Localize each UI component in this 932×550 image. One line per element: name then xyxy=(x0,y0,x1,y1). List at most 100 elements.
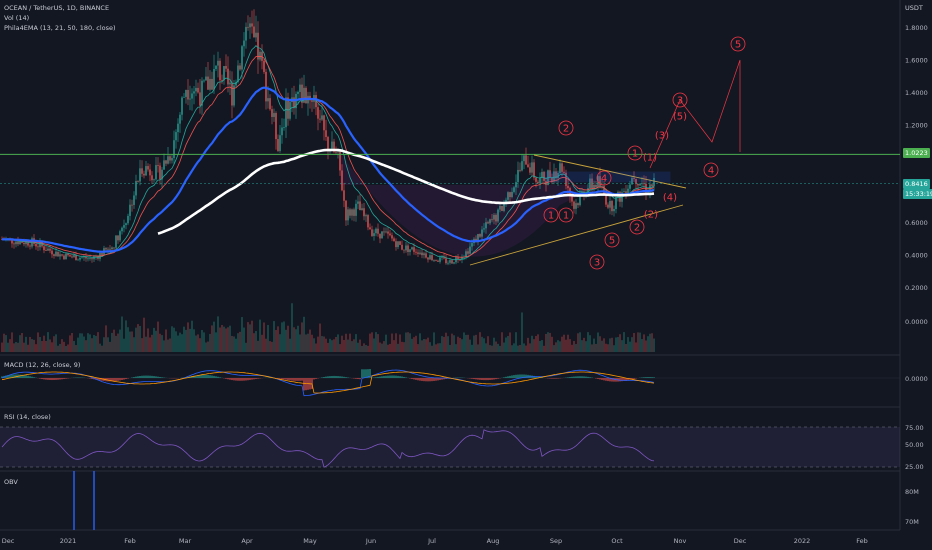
volume-bar xyxy=(409,333,411,352)
obv-scale-label: 80M xyxy=(905,488,919,496)
macd-histogram-bar xyxy=(303,378,305,391)
volume-bar xyxy=(77,337,79,352)
volume-bar xyxy=(247,322,249,352)
candle-body xyxy=(219,60,221,81)
macd-histogram-bar xyxy=(355,378,357,379)
macd-histogram-bar xyxy=(641,377,643,378)
macd-histogram-bar xyxy=(535,376,537,378)
candle-body xyxy=(181,97,183,115)
volume-bar xyxy=(353,339,355,352)
candle-body xyxy=(13,243,15,245)
macd-histogram-bar xyxy=(257,378,259,379)
volume-bar xyxy=(123,338,125,352)
macd-histogram-bar xyxy=(527,374,529,378)
candle-body xyxy=(491,219,493,221)
obv-legend[interactable]: OBV xyxy=(4,478,18,486)
volume-bar xyxy=(531,335,533,352)
candle-body xyxy=(373,233,375,236)
candle-body xyxy=(429,255,431,260)
candle-body xyxy=(167,156,169,164)
macd-histogram-bar xyxy=(245,378,247,381)
volume-bar xyxy=(201,329,203,352)
candle-body xyxy=(259,51,261,60)
volume-bar xyxy=(399,334,401,352)
volume-bar xyxy=(615,337,617,352)
candle-body xyxy=(325,130,327,137)
volume-bar xyxy=(285,329,287,352)
volume-bar xyxy=(363,343,365,352)
macd-histogram-bar xyxy=(53,378,55,381)
candle-body xyxy=(333,141,335,152)
candle-body xyxy=(457,257,459,260)
macd-histogram-bar xyxy=(345,377,347,378)
macd-histogram-bar xyxy=(241,378,243,381)
volume-bar xyxy=(581,340,583,352)
macd-histogram-bar xyxy=(97,378,99,381)
candle-body xyxy=(393,238,395,242)
volume-bar xyxy=(155,330,157,352)
candle-body xyxy=(127,215,129,224)
volume-bar xyxy=(643,334,645,352)
candle-body xyxy=(283,127,285,128)
macd-histogram-bar xyxy=(313,378,315,380)
symbol-legend[interactable]: OCEAN / TetherUS, 1D, BINANCE xyxy=(4,4,110,12)
candle-body xyxy=(507,192,509,200)
macd-histogram-bar xyxy=(583,376,585,378)
volume-bar xyxy=(9,339,11,352)
macd-histogram-bar xyxy=(293,378,295,381)
volume-bar xyxy=(91,338,93,352)
candle-body xyxy=(355,203,357,216)
macd-histogram-bar xyxy=(651,377,653,378)
volume-bar xyxy=(515,332,517,352)
candle-body xyxy=(445,258,447,264)
macd-histogram-bar xyxy=(123,378,125,380)
macd-histogram-bar xyxy=(395,375,397,378)
wave-label: 3 xyxy=(677,96,683,107)
macd-histogram-bar xyxy=(99,378,101,381)
macd-histogram-bar xyxy=(609,378,611,382)
candle-body xyxy=(577,203,579,206)
wave-labels: 241 (1)1 1(3)3(5)54(4)(2)253 xyxy=(543,36,746,270)
volume-legend[interactable]: Vol (14) xyxy=(4,14,30,22)
volume-bar xyxy=(89,334,91,352)
time-axis-label: Feb xyxy=(856,537,868,545)
candle-body xyxy=(395,241,397,248)
candle-body xyxy=(51,250,53,255)
wave-circle xyxy=(703,162,719,178)
candle-body xyxy=(71,256,73,258)
rsi-legend[interactable]: RSI (14, close) xyxy=(4,413,51,421)
volume-bar xyxy=(243,327,245,352)
candle-body xyxy=(221,80,223,81)
macd-histogram-bar xyxy=(645,377,647,378)
macd-histogram-bar xyxy=(361,369,363,378)
macd-histogram-bar xyxy=(205,374,207,378)
candle-body xyxy=(299,84,301,93)
candle-body xyxy=(281,127,283,136)
ema-legend[interactable]: Phila4EMA (13, 21, 50, 180, close) xyxy=(4,24,116,32)
volume-bar xyxy=(51,342,53,352)
time-axis-label: 2022 xyxy=(794,537,811,545)
candle-body xyxy=(107,248,109,250)
candle-body xyxy=(315,95,317,108)
volume-bar xyxy=(435,344,437,352)
volume-bar xyxy=(479,332,481,352)
candle-body xyxy=(275,113,277,140)
candle-body xyxy=(305,87,307,104)
macd-histogram-bar xyxy=(429,378,431,382)
volume-bar xyxy=(317,336,319,352)
candle-body xyxy=(255,32,257,38)
volume-bar xyxy=(421,340,423,352)
macd-histogram-bar xyxy=(421,378,423,381)
candle-body xyxy=(375,228,377,234)
volume-bar xyxy=(607,344,609,352)
volume-bar xyxy=(389,343,391,352)
volume-bar xyxy=(299,334,301,352)
macd-legend[interactable]: MACD (12, 26, close, 9) xyxy=(4,361,81,369)
candle-body xyxy=(23,242,25,245)
price-scale-label: 1.8000 xyxy=(905,24,928,32)
macd-histogram-bar xyxy=(219,377,221,378)
macd-histogram-bar xyxy=(125,378,127,380)
candle-body xyxy=(209,78,211,90)
candle-body xyxy=(277,139,279,152)
